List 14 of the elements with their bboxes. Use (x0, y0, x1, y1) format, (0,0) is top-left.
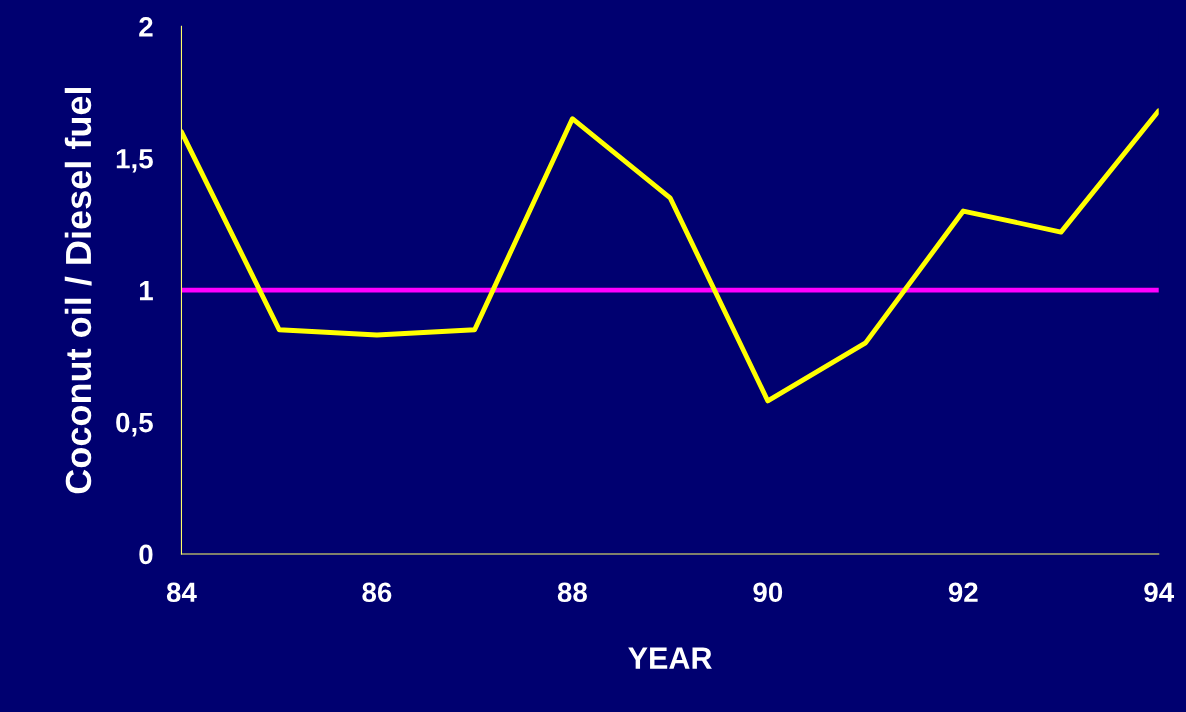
x-tick-label: 90 (753, 582, 783, 603)
y-tick-label: 1,5 (116, 149, 153, 173)
y-tick-label: 0 (139, 544, 153, 565)
y-tick-label: 0,5 (116, 412, 153, 437)
y-tick-label: 2 (139, 17, 153, 37)
x-tick-label: 84 (166, 582, 197, 603)
x-tick-label: 88 (557, 582, 587, 603)
x-axis-title: YEAR (628, 647, 712, 669)
x-tick-label: 94 (1144, 582, 1175, 603)
x-tick-label: 92 (948, 582, 978, 603)
line-series (181, 108, 1159, 404)
y-axis-title: Coconut oil / Diesel fuel (64, 88, 92, 494)
x-tick-label: 86 (362, 582, 392, 603)
y-tick-label: 1 (139, 281, 153, 301)
